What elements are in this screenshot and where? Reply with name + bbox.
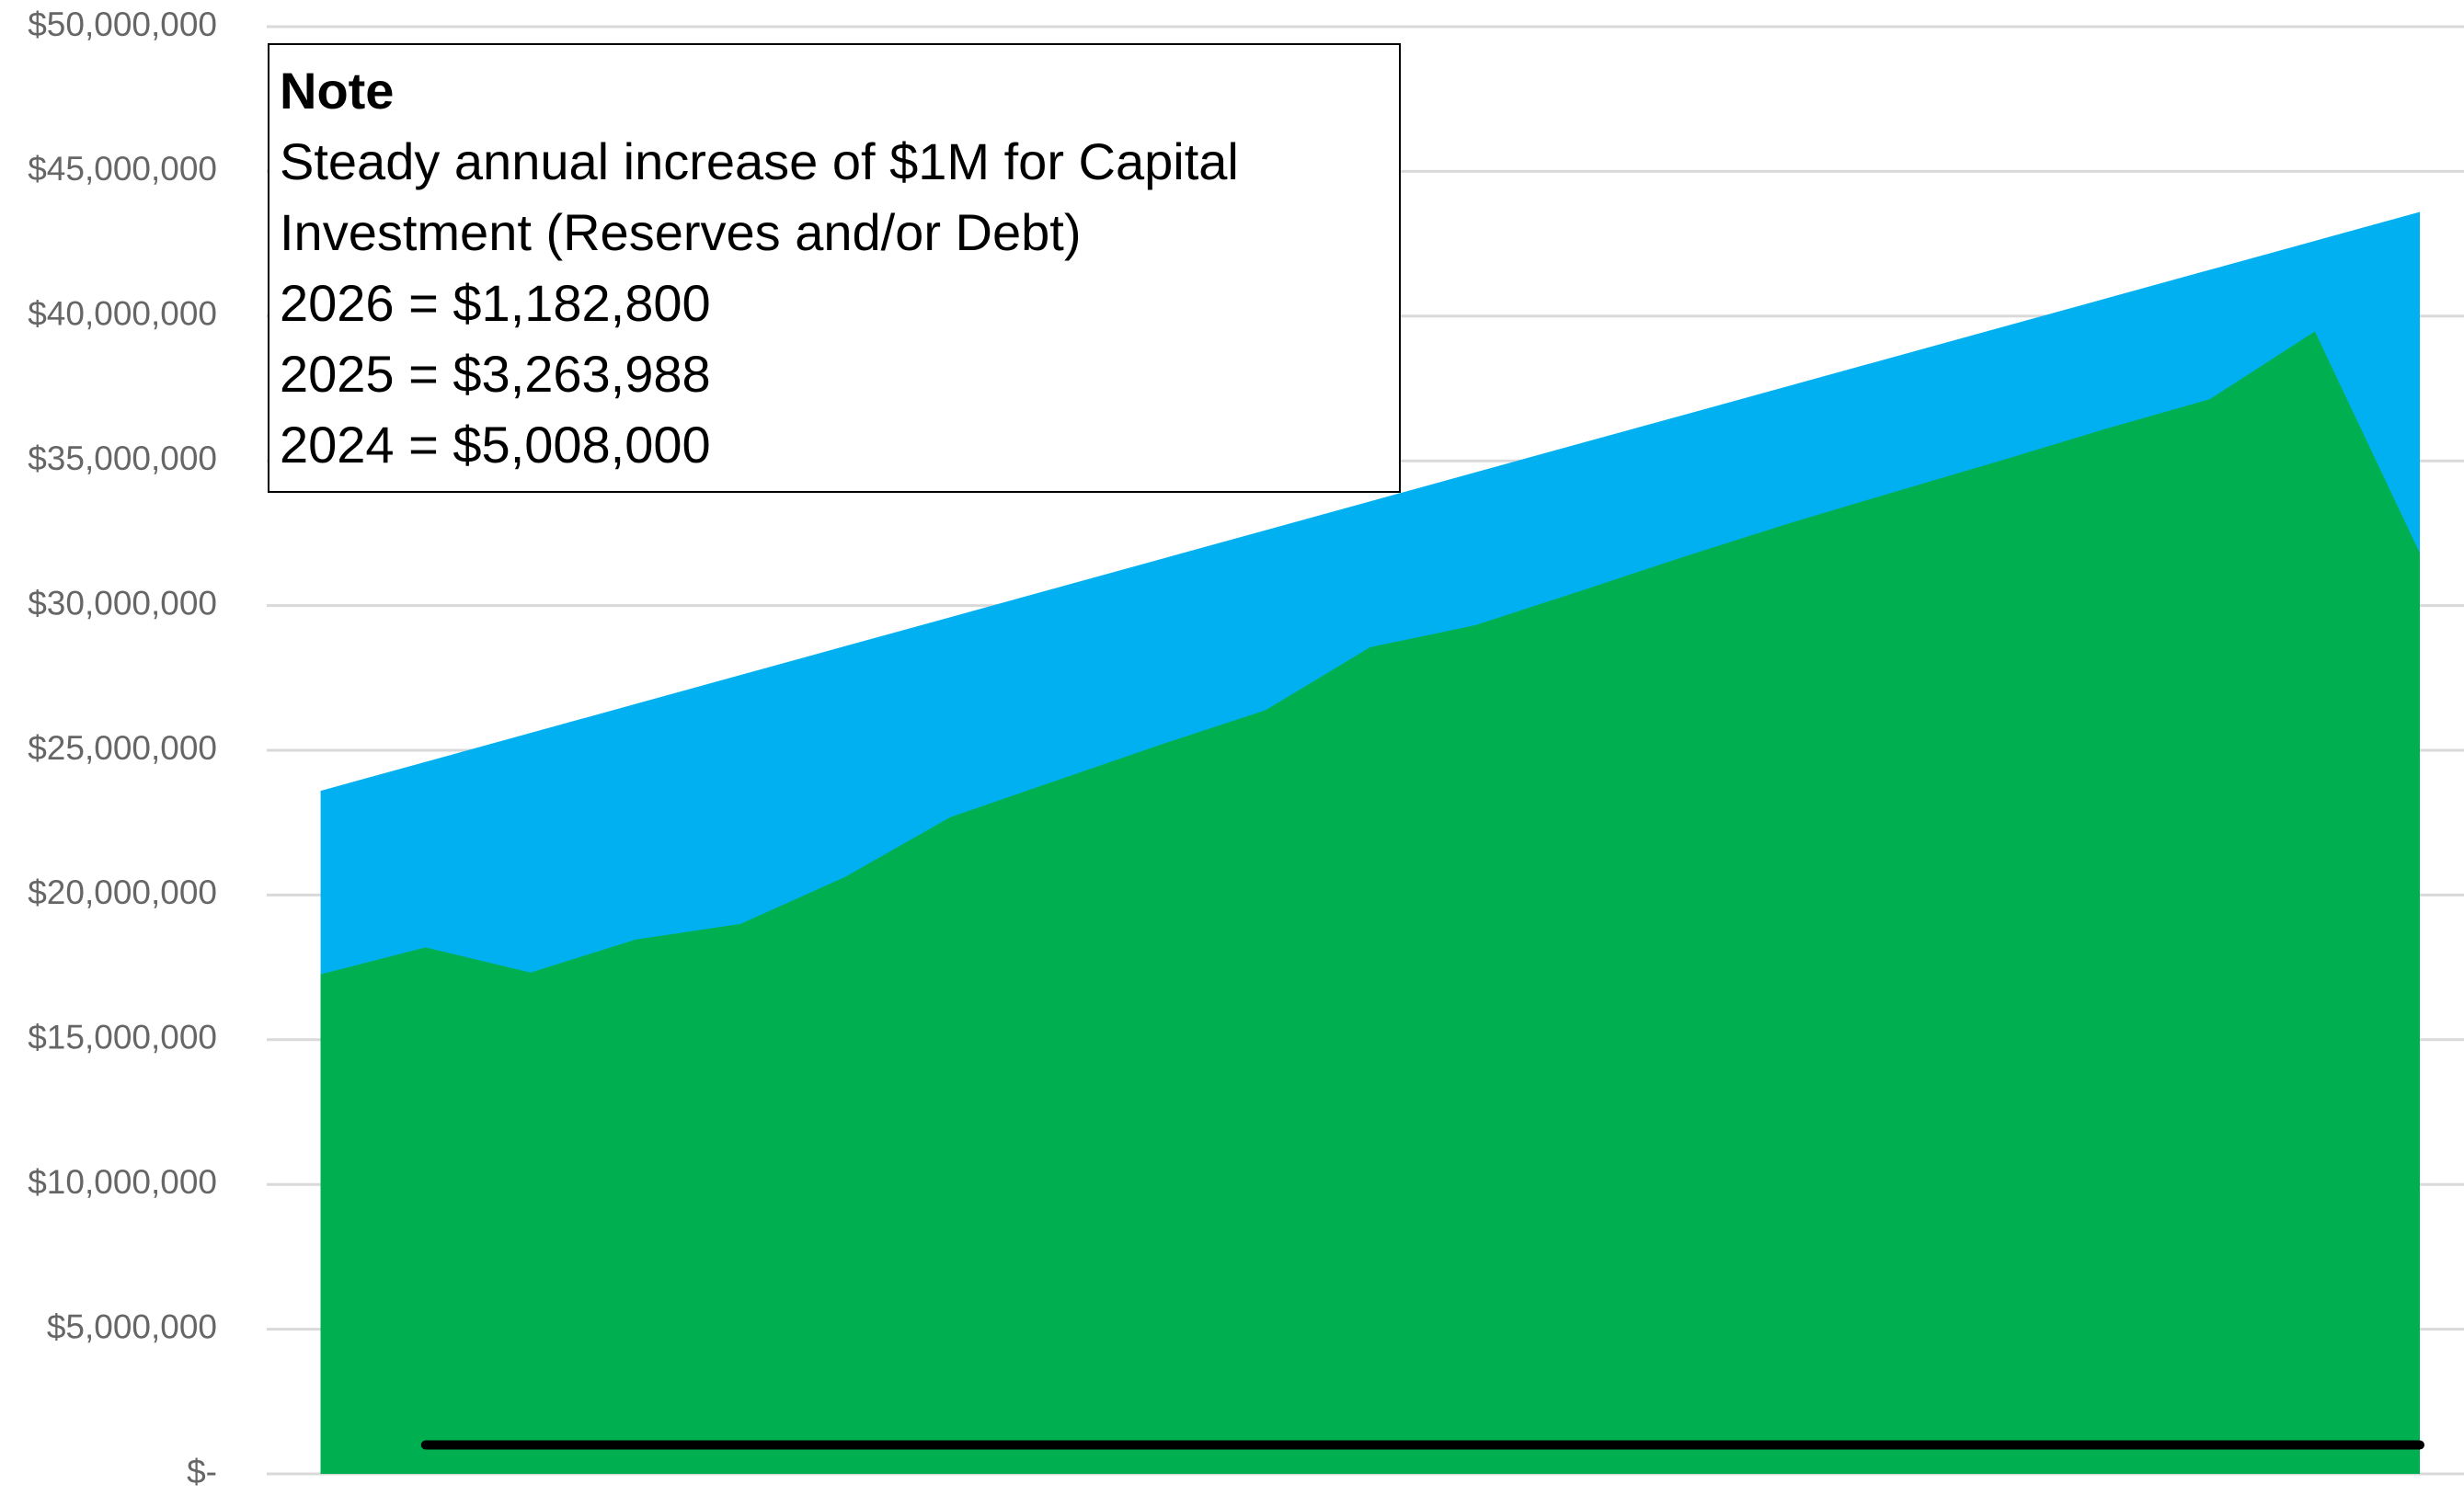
y-tick-label: $30,000,000 <box>28 584 217 622</box>
y-tick-label: $20,000,000 <box>28 873 217 911</box>
y-tick-label: $45,000,000 <box>28 150 217 188</box>
note-line: Investment (Reserves and/or Debt) <box>280 203 1081 261</box>
y-tick-label: $10,000,000 <box>28 1163 217 1201</box>
y-tick-label: $- <box>187 1453 217 1490</box>
y-tick-label: $25,000,000 <box>28 729 217 767</box>
note-line: 2024 = $5,008,000 <box>280 416 711 474</box>
note-line: 2025 = $3,263,988 <box>280 345 711 403</box>
note-line: 2026 = $1,182,800 <box>280 274 711 332</box>
y-tick-label: $35,000,000 <box>28 440 217 477</box>
y-tick-label: $40,000,000 <box>28 295 217 333</box>
y-tick-label: $50,000,000 <box>28 6 217 43</box>
y-tick-label: $15,000,000 <box>28 1019 217 1056</box>
note-title: Note <box>280 62 394 120</box>
area <box>320 331 2420 1475</box>
note-line: Steady annual increase of $1M for Capita… <box>280 132 1239 190</box>
y-tick-label: $5,000,000 <box>47 1307 217 1345</box>
note-box <box>268 43 1401 493</box>
